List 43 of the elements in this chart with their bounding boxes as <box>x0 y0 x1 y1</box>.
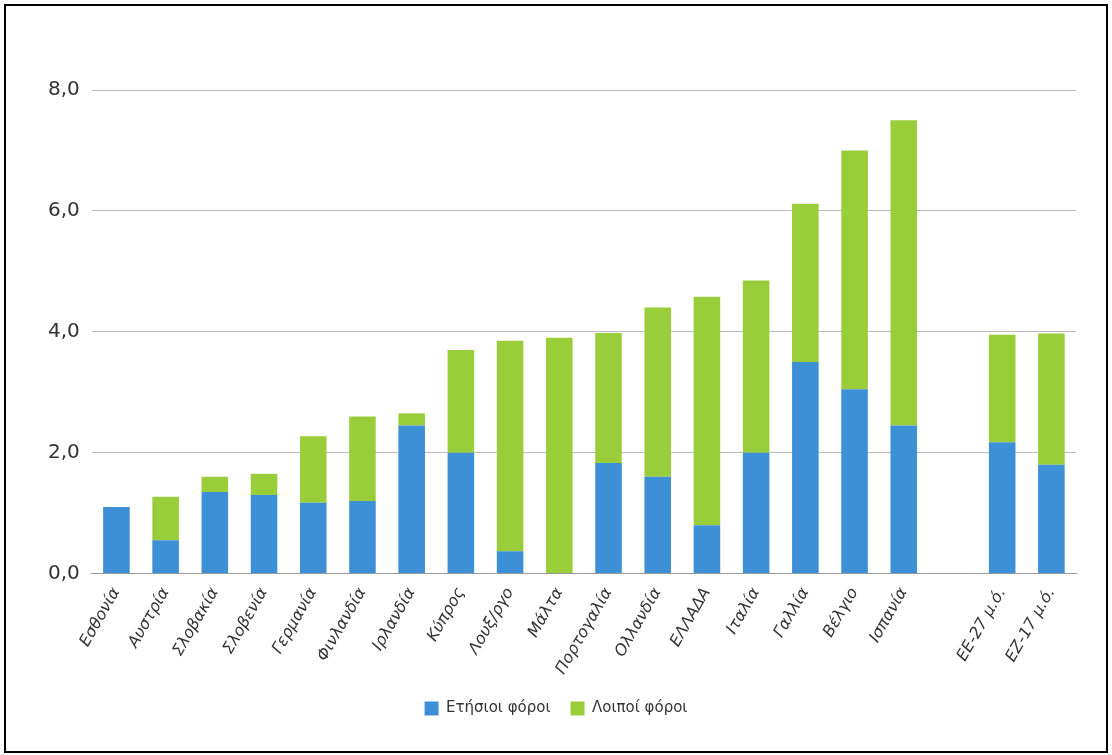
bar <box>201 476 229 492</box>
legend-label: Ετήσιοι φόροι <box>446 698 551 717</box>
bar <box>693 296 721 526</box>
bar <box>349 501 376 574</box>
bar <box>546 337 573 574</box>
bar <box>595 462 622 574</box>
legend-label: Λοιποί φόροι <box>592 698 688 717</box>
bar <box>152 496 179 541</box>
bar <box>152 540 179 574</box>
bar <box>201 491 229 574</box>
y-tick-label: 6,0 <box>47 197 80 222</box>
bar <box>644 307 671 477</box>
bar <box>103 507 130 574</box>
bar <box>398 413 425 426</box>
bar <box>841 389 868 574</box>
bar <box>841 150 868 390</box>
bar <box>250 494 278 574</box>
bar <box>250 473 278 495</box>
bar <box>447 452 475 574</box>
bar <box>890 120 918 426</box>
bar <box>1038 464 1065 574</box>
bar <box>447 349 475 453</box>
bar <box>496 340 524 552</box>
bar <box>299 436 327 503</box>
bar <box>988 442 1016 574</box>
bar <box>890 425 918 574</box>
y-tick-label: 8,0 <box>47 76 80 101</box>
bar <box>349 416 376 501</box>
bar <box>693 525 721 574</box>
bar <box>595 332 622 463</box>
bar <box>742 280 770 453</box>
bar <box>792 203 819 362</box>
bar <box>988 334 1016 443</box>
bar <box>1038 333 1065 465</box>
bar <box>398 425 425 574</box>
bar <box>299 502 327 574</box>
bar <box>496 551 524 574</box>
y-tick-label: 2,0 <box>47 438 80 463</box>
bar <box>644 476 671 574</box>
bar <box>742 452 770 574</box>
bar <box>792 361 819 574</box>
y-tick-label: 0,0 <box>47 559 80 584</box>
y-tick-label: 4,0 <box>47 317 80 342</box>
